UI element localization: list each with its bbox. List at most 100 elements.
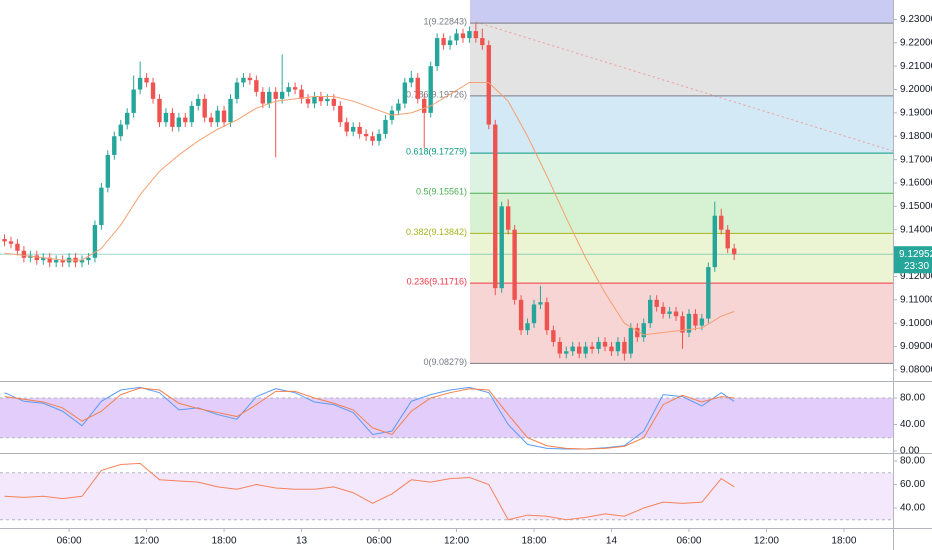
candle-body bbox=[725, 229, 730, 249]
candle-body bbox=[719, 215, 724, 230]
candle-body bbox=[344, 122, 349, 132]
y-tick-label: 9.12000 bbox=[900, 271, 932, 282]
candle-body bbox=[292, 87, 298, 90]
candle-body bbox=[493, 124, 498, 289]
candle-body bbox=[609, 346, 614, 352]
candle-body bbox=[41, 257, 46, 261]
candle-body bbox=[338, 105, 343, 123]
candle-body bbox=[163, 112, 169, 123]
candle-body bbox=[8, 241, 14, 244]
y-tick-label: 9.20000 bbox=[900, 84, 932, 95]
candle-body bbox=[686, 313, 692, 333]
candle-body bbox=[415, 77, 420, 99]
candle-body bbox=[538, 302, 543, 305]
candle-body bbox=[286, 87, 291, 92]
y-tick-label: 9.18000 bbox=[900, 131, 932, 142]
candle-body bbox=[305, 98, 311, 104]
candle-body bbox=[350, 126, 356, 132]
x-tick-label: 18:00 bbox=[212, 536, 237, 547]
y-tick-label: 9.15000 bbox=[900, 201, 932, 212]
y-tick-label: 80.00 bbox=[900, 393, 925, 404]
candle-body bbox=[447, 40, 453, 46]
candle-body bbox=[79, 260, 85, 263]
countdown-label: 23:30 bbox=[904, 261, 929, 272]
candle-body bbox=[331, 98, 337, 106]
candle-body bbox=[267, 91, 272, 104]
candle-body bbox=[34, 255, 40, 261]
candle-body bbox=[680, 316, 685, 333]
y-tick-label: 0.00 bbox=[900, 446, 920, 457]
candle-body bbox=[499, 206, 504, 289]
candle-body bbox=[454, 33, 459, 41]
candle-body bbox=[576, 346, 582, 354]
y-tick-label: 9.09000 bbox=[900, 341, 932, 352]
candle-body bbox=[86, 257, 91, 261]
candle-body bbox=[47, 257, 52, 263]
fib-label: 0(9.08279) bbox=[423, 357, 467, 367]
candle-body bbox=[648, 299, 653, 324]
fib-label: 0.382(9.13842) bbox=[406, 227, 467, 237]
candle-body bbox=[279, 91, 285, 99]
candle-body bbox=[60, 260, 65, 263]
candle-body bbox=[467, 31, 472, 39]
candle-body bbox=[712, 215, 717, 268]
candle-body bbox=[137, 77, 143, 90]
x-tick-label: 14 bbox=[606, 536, 618, 547]
indicator-band bbox=[0, 472, 893, 520]
candle-body bbox=[660, 306, 666, 314]
candle-body bbox=[615, 341, 621, 352]
candle-body bbox=[480, 38, 485, 46]
candle-body bbox=[570, 346, 575, 352]
candle-body bbox=[505, 206, 511, 230]
candle-body bbox=[157, 98, 162, 123]
y-tick-label: 9.23000 bbox=[900, 14, 932, 25]
fib-band bbox=[470, 233, 893, 284]
candle-body bbox=[564, 351, 569, 354]
y-tick-label: 9.14000 bbox=[900, 224, 932, 235]
x-tick-label: 18:00 bbox=[521, 536, 546, 547]
candle-body bbox=[363, 133, 369, 137]
fib-band bbox=[470, 153, 893, 194]
candle-body bbox=[150, 82, 156, 99]
candle-body bbox=[486, 45, 491, 125]
candle-body bbox=[215, 110, 220, 123]
candle-body bbox=[202, 98, 207, 118]
backgrounds bbox=[0, 0, 893, 521]
candle-body bbox=[247, 77, 253, 81]
y-tick-label: 9.21000 bbox=[900, 61, 932, 72]
indicator-line bbox=[4, 462, 735, 521]
candle-body bbox=[473, 31, 479, 39]
indicator-line bbox=[4, 386, 735, 450]
candle-body bbox=[299, 89, 304, 99]
last-price-label: 9.12952 bbox=[899, 249, 932, 260]
candle-body bbox=[254, 80, 259, 92]
candle-body bbox=[531, 304, 537, 324]
candle-body bbox=[383, 119, 388, 134]
candle-body bbox=[99, 187, 104, 226]
x-tick-label: 12:00 bbox=[754, 536, 779, 547]
candle-body bbox=[176, 117, 182, 127]
y-tick-label: 9.08000 bbox=[900, 365, 932, 376]
candle-body bbox=[409, 77, 414, 83]
candle-body bbox=[170, 112, 175, 127]
candle-body bbox=[589, 346, 595, 349]
y-tick-label: 9.22000 bbox=[900, 37, 932, 48]
y-tick-label: 40.00 bbox=[900, 503, 925, 514]
candle-body bbox=[196, 98, 201, 106]
candle-body bbox=[628, 327, 634, 354]
candle-body bbox=[370, 136, 375, 141]
y-tick-label: 40.00 bbox=[900, 419, 925, 430]
candle-body bbox=[92, 225, 98, 258]
candle-body bbox=[583, 346, 588, 354]
y-tick-label: 60.00 bbox=[900, 479, 925, 490]
candle-body bbox=[228, 98, 233, 123]
candle-body bbox=[125, 112, 130, 125]
candle-body bbox=[641, 323, 646, 338]
candle-body bbox=[460, 33, 466, 39]
y-tick-label: 80.00 bbox=[900, 456, 925, 467]
candle-body bbox=[699, 318, 705, 326]
candle-body bbox=[273, 91, 278, 99]
candle-body bbox=[357, 126, 362, 134]
candle-body bbox=[221, 110, 227, 123]
